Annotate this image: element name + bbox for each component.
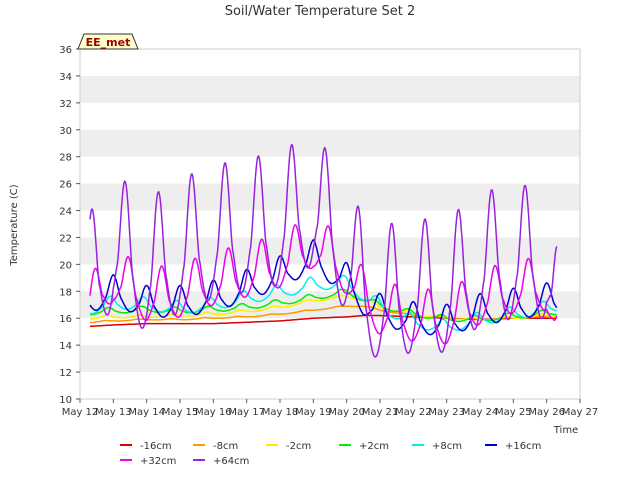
y-axis: 10 12 14 16 18 20 22 24 26 28 30 32 34 36 bbox=[59, 45, 80, 406]
x-tick-label: May 24 bbox=[462, 407, 499, 418]
station-label-badge: EE_met bbox=[77, 33, 139, 50]
y-tick-label: 30 bbox=[59, 126, 72, 137]
x-tick-label: May 12 bbox=[62, 407, 99, 418]
y-tick-label: 28 bbox=[59, 153, 72, 164]
plot-frame bbox=[79, 48, 581, 400]
x-tick-label: May 22 bbox=[395, 407, 432, 418]
grid-band bbox=[80, 75, 580, 103]
y-tick-label: 32 bbox=[59, 99, 72, 110]
y-tick-label: 34 bbox=[59, 72, 72, 83]
station-label: EE_met bbox=[86, 36, 131, 49]
y-tick-label: 10 bbox=[59, 395, 72, 406]
x-axis-label: Time bbox=[553, 425, 578, 436]
x-tick-label: May 27 bbox=[562, 407, 599, 418]
legend-label: -2cm bbox=[286, 441, 311, 452]
plot-background bbox=[80, 49, 580, 399]
legend-label: +16cm bbox=[505, 441, 541, 452]
x-tick-label: May 13 bbox=[95, 407, 132, 418]
y-tick-label: 24 bbox=[59, 207, 72, 218]
legend-label: +32cm bbox=[140, 456, 176, 467]
x-tick-label: May 26 bbox=[528, 407, 565, 418]
x-tick-label: May 23 bbox=[428, 407, 465, 418]
legend-label: +8cm bbox=[432, 441, 462, 452]
x-tick-label: May 25 bbox=[495, 407, 532, 418]
series-line-32cm bbox=[89, 223, 558, 345]
x-tick-label: May 20 bbox=[328, 407, 365, 418]
series-layer bbox=[89, 143, 558, 358]
chart-title: Soil/Water Temperature Set 2 bbox=[225, 4, 416, 19]
legend-label: -16cm bbox=[140, 441, 172, 452]
y-tick-label: 26 bbox=[59, 180, 72, 191]
grid-band bbox=[80, 129, 580, 157]
series-line-16cm bbox=[89, 238, 558, 336]
grid-band bbox=[80, 237, 580, 265]
y-tick-label: 16 bbox=[59, 314, 72, 325]
y-tick-label: 22 bbox=[59, 233, 72, 244]
series-line-64cm bbox=[89, 143, 558, 358]
x-tick-label: May 17 bbox=[228, 407, 265, 418]
y-tick-label: 18 bbox=[59, 287, 72, 298]
legend: -16cm -8cm -2cm +2cm +8cm +16cm +32cm +64cm bbox=[120, 441, 541, 467]
y-tick-label: 36 bbox=[59, 45, 72, 56]
y-axis-label: Temperature (C) bbox=[9, 184, 20, 266]
grid-band bbox=[80, 345, 580, 373]
x-tick-label: May 14 bbox=[128, 407, 165, 418]
x-tick-label: May 18 bbox=[262, 407, 299, 418]
y-tick-label: 20 bbox=[59, 260, 72, 271]
legend-label: -8cm bbox=[213, 441, 238, 452]
y-tick-label: 12 bbox=[59, 368, 72, 379]
legend-label: +64cm bbox=[213, 456, 249, 467]
y-tick-label: 14 bbox=[59, 341, 72, 352]
legend-label: +2cm bbox=[359, 441, 389, 452]
x-tick-label: May 15 bbox=[162, 407, 199, 418]
x-tick-label: May 19 bbox=[295, 407, 332, 418]
x-tick-label: May 16 bbox=[195, 407, 232, 418]
x-tick-label: May 21 bbox=[362, 407, 399, 418]
